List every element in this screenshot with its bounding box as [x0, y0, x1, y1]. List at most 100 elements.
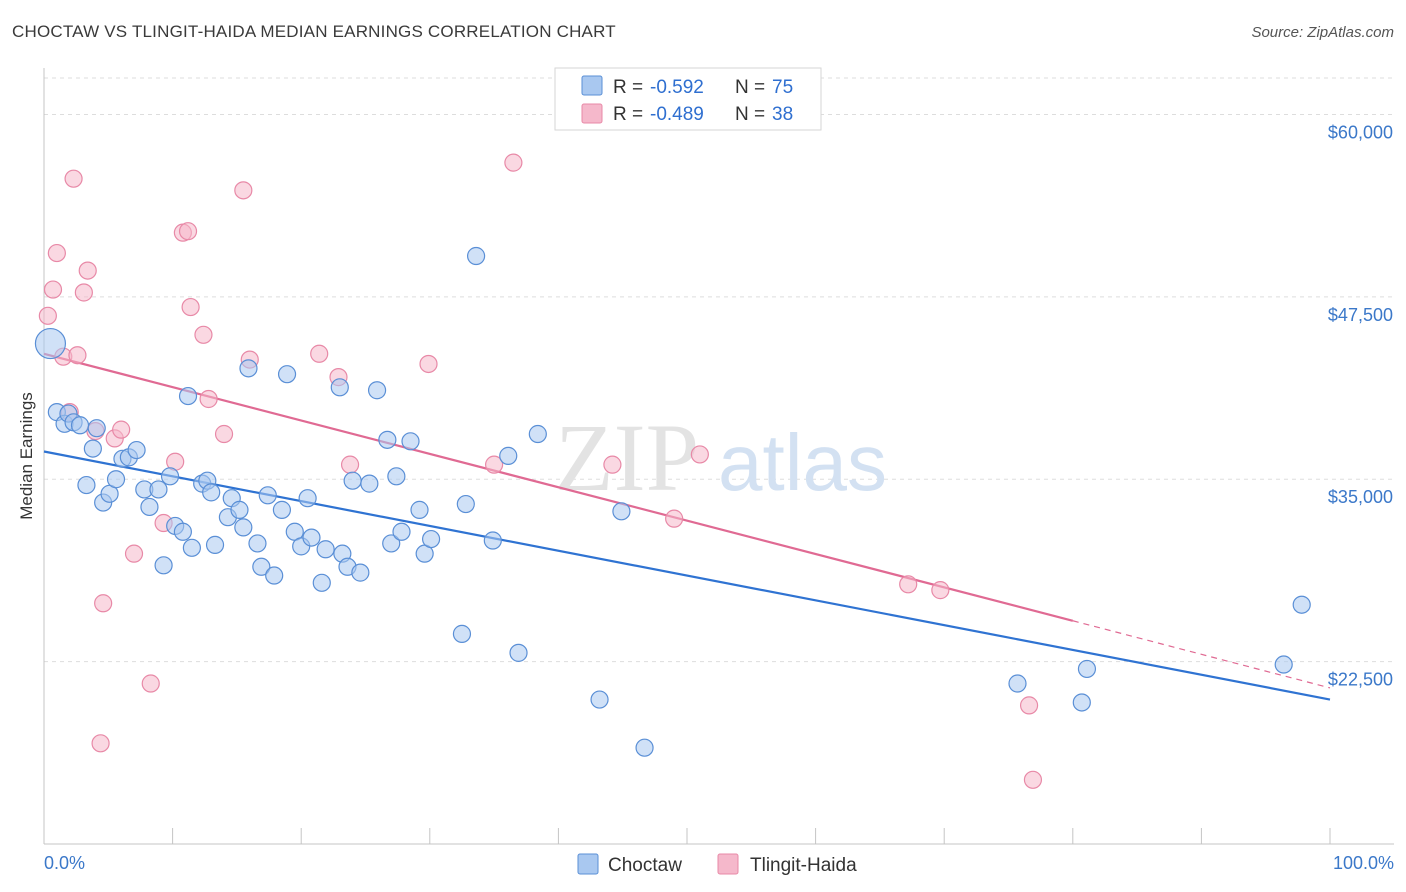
point-choctaw [302, 528, 321, 547]
point-choctaw [83, 439, 102, 458]
point-choctaw [528, 424, 547, 444]
point-choctaw [466, 246, 486, 266]
point-tlingit-haida [1023, 770, 1043, 789]
point-tlingit-haida [504, 153, 523, 172]
point-choctaw [509, 643, 528, 662]
point-choctaw [1008, 674, 1027, 693]
point-choctaw [401, 432, 420, 451]
x-tick-label-max: 100.0% [1333, 853, 1394, 873]
legend-swatch-choctaw [581, 75, 603, 96]
point-choctaw [378, 430, 397, 449]
point-tlingit-haida [91, 734, 110, 753]
point-tlingit-haida [181, 297, 200, 317]
point-choctaw [87, 419, 106, 438]
point-choctaw [149, 480, 168, 499]
legend-n-value: 38 [772, 104, 793, 125]
point-choctaw [330, 378, 349, 397]
bottom-legend-swatch-tlingit [717, 853, 739, 875]
point-choctaw [360, 474, 379, 493]
point-tlingit-haida [603, 455, 622, 474]
point-tlingit-haida [194, 325, 213, 344]
bottom-legend: Choctaw Tlingit-Haida [577, 853, 857, 876]
point-tlingit-haida [1019, 696, 1039, 715]
y-tick-label: $22,500 [1328, 670, 1393, 690]
point-choctaw [298, 489, 317, 508]
point-choctaw [387, 467, 406, 486]
point-choctaw [312, 573, 331, 592]
point-choctaw [499, 446, 518, 465]
y-tick-label: $60,000 [1328, 122, 1393, 142]
point-choctaw [316, 540, 335, 559]
point-tlingit-haida [43, 280, 63, 299]
point-choctaw [239, 359, 258, 378]
point-tlingit-haida [690, 445, 709, 464]
point-choctaw [635, 738, 654, 757]
bottom-legend-swatch-choctaw [577, 853, 599, 875]
y-tick-labels: $22,500 $35,000 $47,500 $60,000 [1328, 122, 1393, 689]
legend-r-value: -0.489 [650, 104, 704, 125]
watermark: ZIP atlas [555, 404, 887, 511]
point-choctaw [1274, 655, 1293, 674]
point-choctaw [258, 486, 277, 505]
point-choctaw [265, 566, 284, 585]
point-choctaw [106, 470, 126, 489]
point-choctaw [456, 494, 475, 514]
point-choctaw [34, 327, 67, 360]
point-tlingit-haida [38, 306, 57, 325]
scatter-points [34, 153, 1311, 789]
point-tlingit-haida [141, 674, 160, 693]
point-tlingit-haida [74, 283, 93, 302]
point-tlingit-haida [485, 455, 504, 474]
chart-title: CHOCTAW VS TLINGIT-HAIDA MEDIAN EARNINGS… [12, 22, 616, 41]
point-tlingit-haida [665, 509, 684, 528]
point-tlingit-haida [178, 222, 198, 241]
point-choctaw [452, 624, 472, 643]
point-choctaw [272, 500, 292, 519]
point-choctaw [178, 386, 198, 406]
point-choctaw [351, 563, 370, 582]
watermark-atlas: atlas [718, 418, 887, 507]
legend-n-value: 75 [772, 77, 793, 98]
point-choctaw [277, 365, 297, 384]
point-choctaw [154, 556, 173, 575]
point-choctaw [140, 497, 159, 517]
point-choctaw [205, 535, 225, 554]
point-choctaw [127, 440, 146, 460]
point-choctaw [382, 534, 401, 553]
legend: R = -0.592 N = 75 R = -0.489 N = 38 [554, 67, 822, 131]
point-tlingit-haida [68, 346, 87, 365]
point-tlingit-haida [199, 389, 218, 409]
point-tlingit-haida [899, 575, 918, 594]
source-label: Source: ZipAtlas.com [1251, 24, 1394, 41]
bottom-legend-label-choctaw: Choctaw [608, 855, 682, 876]
point-choctaw [343, 471, 362, 490]
point-choctaw [234, 518, 253, 537]
point-tlingit-haida [234, 181, 253, 200]
point-choctaw [392, 522, 411, 541]
trend-line-tlingit-haida-extension [1072, 620, 1331, 689]
point-tlingit-haida [214, 424, 234, 444]
legend-r-label: R = [613, 77, 643, 98]
point-choctaw [202, 483, 221, 502]
point-choctaw [1072, 693, 1091, 712]
trend-line-choctaw [43, 450, 1331, 701]
legend-swatch-tlingit [581, 103, 603, 124]
point-tlingit-haida [112, 420, 131, 439]
point-choctaw [1292, 595, 1311, 614]
point-choctaw [590, 690, 609, 709]
point-tlingit-haida [931, 581, 950, 600]
point-tlingit-haida [340, 455, 360, 474]
point-choctaw [421, 529, 441, 549]
x-tick-label-min: 0.0% [44, 853, 85, 873]
point-choctaw [230, 500, 249, 519]
point-choctaw [410, 500, 429, 519]
point-tlingit-haida [124, 544, 144, 563]
point-choctaw [70, 416, 90, 435]
legend-n-label: N = [735, 104, 765, 125]
x-axis-ticks [43, 828, 1331, 844]
y-axis-label: Median Earnings [17, 392, 36, 520]
legend-r-label: R = [613, 104, 643, 125]
point-tlingit-haida [78, 261, 97, 280]
point-choctaw [248, 534, 267, 553]
